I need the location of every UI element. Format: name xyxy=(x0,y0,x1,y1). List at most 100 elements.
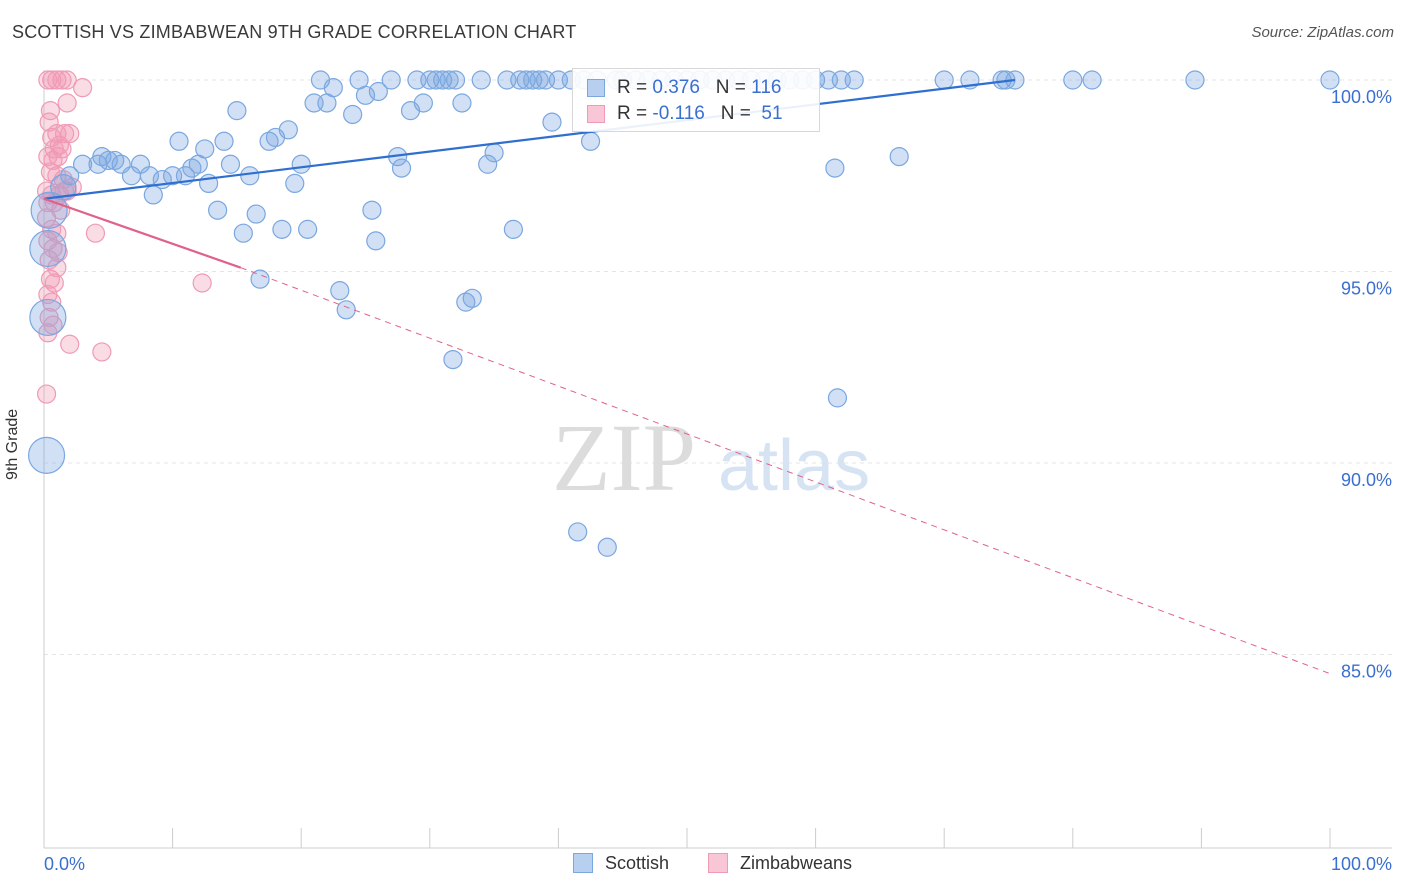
scottish-point xyxy=(478,154,498,174)
scottish-legend-swatch xyxy=(573,853,593,873)
zimbabweans-point xyxy=(43,150,63,171)
zimbabweans-point xyxy=(54,124,75,144)
scottish-point xyxy=(1320,70,1340,90)
source-credit: Source: ZipAtlas.com xyxy=(1251,24,1394,41)
zimbabweans-point xyxy=(39,112,59,132)
zimbabweans-point xyxy=(57,70,77,90)
scottish-point xyxy=(445,70,466,90)
scottish-swatch xyxy=(587,79,605,97)
scottish-point xyxy=(98,150,118,171)
zimbabweans-point xyxy=(40,269,61,289)
zimbabweans-point xyxy=(57,93,77,113)
scottish-point xyxy=(934,70,954,90)
scottish-point xyxy=(278,120,298,140)
trend-lines xyxy=(43,78,1331,675)
y-tick-label: 100.0% xyxy=(1331,87,1392,107)
zimbabweans-legend-label: Zimbabweans xyxy=(740,853,853,873)
scottish-point xyxy=(366,231,386,251)
scottish-legend-label: Scottish xyxy=(605,853,670,873)
scottish-point xyxy=(439,70,459,90)
y-tick-label: 85.0% xyxy=(1341,662,1392,682)
scottish-point xyxy=(27,436,66,474)
scottish-point xyxy=(1063,70,1083,90)
scottish-point xyxy=(169,131,189,151)
scottish-point xyxy=(381,70,401,90)
scottish-point xyxy=(484,143,504,163)
zimbabweans-point xyxy=(47,70,67,90)
zimbabweans-point xyxy=(42,292,62,312)
zimbabweans-point xyxy=(60,334,80,354)
legend-n-value: 51 xyxy=(761,103,783,124)
legend-r-value: -0.116 xyxy=(652,103,705,124)
scottish-point xyxy=(336,300,356,320)
legend-n-label: N = xyxy=(720,103,751,124)
scottish-point xyxy=(246,204,266,224)
zimbabweans-point xyxy=(52,70,72,90)
scottish-point xyxy=(443,349,463,370)
legend-n-label: N = xyxy=(715,77,746,98)
stats-legend: R = 0.376 N = 116 R = -0.116 N = 51 xyxy=(572,68,820,132)
scottish-point xyxy=(471,70,491,90)
scottish-point xyxy=(827,388,848,408)
scottish-point xyxy=(452,93,472,113)
scottish-point xyxy=(72,154,93,174)
scottish-point xyxy=(214,131,234,151)
x-tick-label-start: 0.0% xyxy=(44,854,85,874)
scottish-point xyxy=(30,191,68,229)
scottish-trend-line xyxy=(43,78,1016,200)
scottish-point xyxy=(50,174,77,201)
zimbabweans-point xyxy=(36,208,57,228)
zimbabweans-swatch xyxy=(587,105,605,123)
legend-n-value: 116 xyxy=(751,77,782,98)
zimbabweans-point xyxy=(47,258,67,278)
zimbabweans-point xyxy=(42,219,62,239)
scottish-point xyxy=(462,288,482,308)
scottish-point xyxy=(413,93,433,113)
scottish-point xyxy=(825,158,845,178)
watermark-zip: ZIP xyxy=(552,404,696,511)
scottish-point xyxy=(220,154,241,174)
zimbabweans-points xyxy=(36,70,212,404)
zimbabweans-point xyxy=(36,384,57,404)
zimbabweans-point xyxy=(43,238,63,259)
scottish-point xyxy=(362,200,382,220)
axes xyxy=(43,70,1392,849)
zimbabweans-point xyxy=(85,223,106,243)
zimbabweans-point xyxy=(39,250,59,270)
scottish-point xyxy=(60,166,80,186)
zimbabweans-point xyxy=(42,70,62,90)
zimbabweans-point xyxy=(92,342,112,362)
scottish-point xyxy=(291,154,311,174)
scottish-point xyxy=(889,147,909,167)
watermark-atlas: atlas xyxy=(718,426,870,506)
scottish-point xyxy=(1185,70,1205,90)
legend-r-label: R = xyxy=(617,77,648,98)
legend-r-value: 0.376 xyxy=(652,77,700,98)
scottish-point xyxy=(568,522,588,542)
scottish-point xyxy=(580,131,601,151)
scottish-point xyxy=(208,200,228,220)
scottish-point xyxy=(227,101,247,121)
scottish-point xyxy=(29,229,67,268)
zimbabweans-legend-swatch xyxy=(708,853,728,873)
scottish-point xyxy=(597,537,617,557)
scottish-point xyxy=(1082,70,1102,90)
y-tick-label: 95.0% xyxy=(1341,279,1392,299)
scottish-point xyxy=(542,112,562,132)
scottish-point xyxy=(29,298,67,337)
zimbabweans-trend-extension xyxy=(240,267,1331,675)
gridlines xyxy=(44,79,1392,655)
legend-r-label: R = xyxy=(617,103,648,124)
zimbabweans-point xyxy=(44,273,64,293)
scottish-point xyxy=(250,269,270,289)
chart-title: SCOTTISH VS ZIMBABWEAN 9TH GRADE CORRELA… xyxy=(12,22,577,42)
scottish-point xyxy=(529,70,549,90)
zimbabweans-point xyxy=(48,147,68,167)
scottish-point xyxy=(195,139,215,159)
y-tick-label: 90.0% xyxy=(1341,470,1392,490)
zimbabweans-trend-line xyxy=(43,197,242,269)
zimbabweans-point xyxy=(72,78,93,98)
scottish-point xyxy=(368,81,388,102)
zimbabweans-point xyxy=(60,124,80,144)
